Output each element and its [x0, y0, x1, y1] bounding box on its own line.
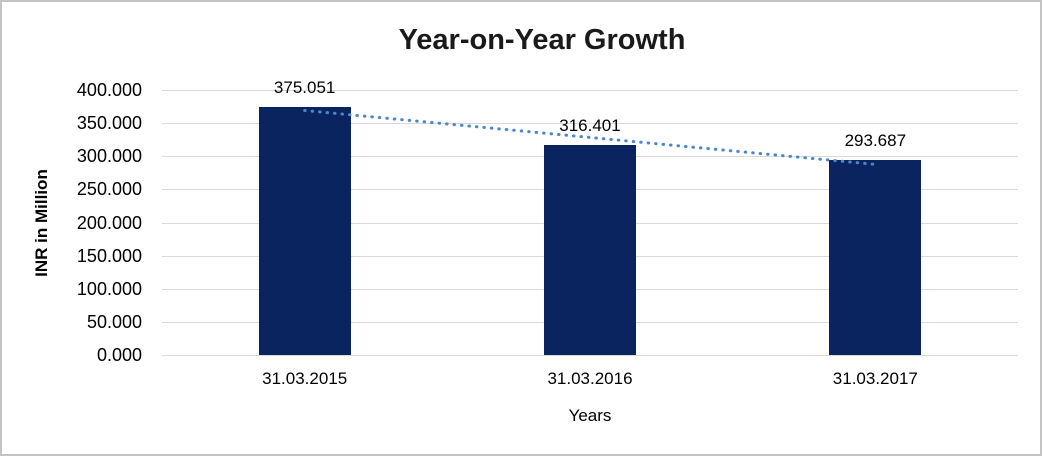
gridline: [162, 355, 1018, 356]
x-axis-tick-label: 31.03.2015: [262, 369, 348, 388]
plot-area: 375.051 31.03.2015 316.401 31.03.2016 293.68…: [162, 78, 1018, 388]
bar-data-label: 375.051: [273, 77, 336, 97]
y-axis-tick-label: 0.000: [96, 345, 142, 365]
y-axis-tick-label: 250.000: [76, 179, 142, 200]
bar-31.03.2015: [258, 106, 351, 355]
y-axis-tick-label: 300.000: [76, 146, 142, 167]
bar-data-label: 316.401: [559, 116, 621, 136]
y-axis-tick-label: 350.000: [76, 113, 142, 134]
gridline: [162, 90, 1018, 91]
y-axis-tick-label: 100.000: [76, 278, 142, 299]
bar-31.03.2017: [829, 160, 922, 355]
x-axis-tick-label: 31.03.2016: [547, 369, 633, 388]
chart-title: Year-on-Year Growth: [398, 24, 686, 56]
y-axis-tick-label: 400.000: [76, 80, 142, 100]
x-axis-tick-label: 31.03.2017: [832, 369, 918, 388]
bar-31.03.2016: [544, 145, 636, 355]
y-axis-tick-label: 150.000: [76, 245, 142, 266]
y-axis-tick-label: 200.000: [76, 212, 142, 233]
x-axis-title: Years: [568, 406, 612, 425]
bar-data-label: 293.687: [844, 131, 907, 151]
y-axis-tick-label: 50.000: [86, 311, 142, 332]
